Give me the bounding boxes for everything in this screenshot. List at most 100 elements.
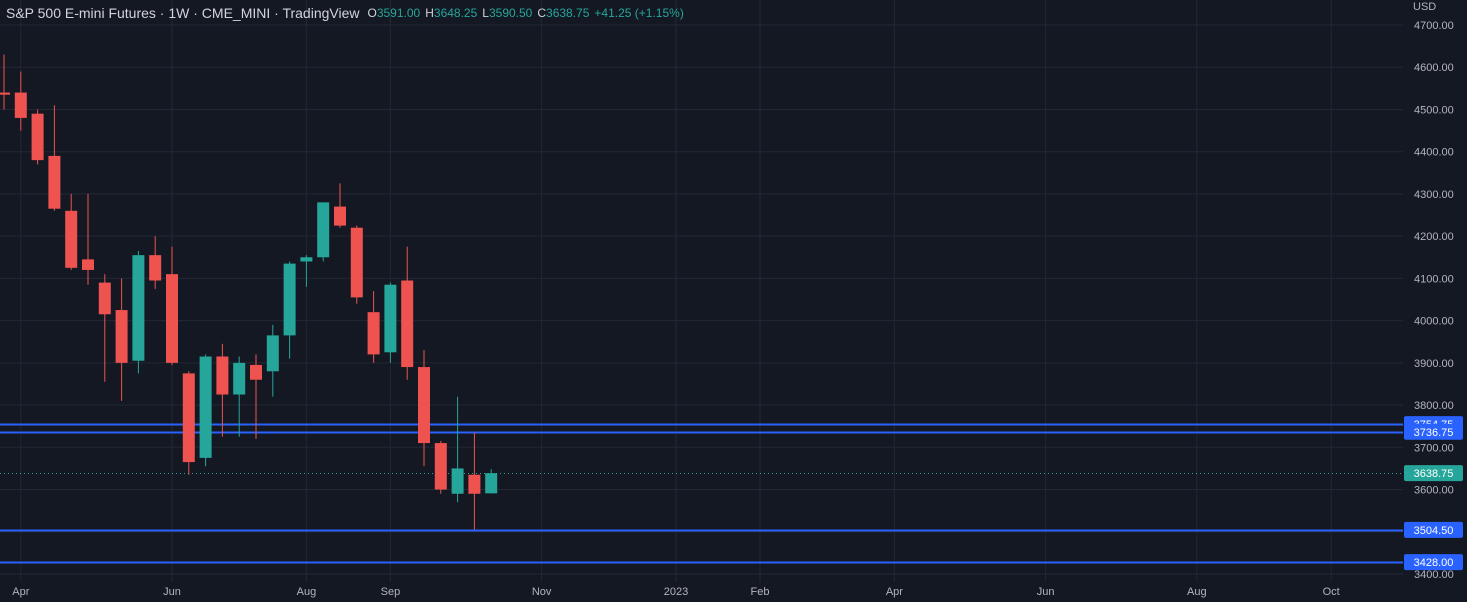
candle-body [334, 206, 346, 226]
candle-body [31, 113, 44, 161]
time-tick-label: Nov [532, 586, 552, 598]
candle[interactable] [266, 324, 279, 397]
candle[interactable] [166, 246, 178, 365]
candle-body [82, 259, 94, 270]
price-tick-label: 4700.00 [1414, 20, 1454, 32]
time-tick-label: Aug [297, 586, 317, 598]
price-tick-label: 3700.00 [1414, 442, 1454, 454]
candle[interactable] [384, 282, 397, 363]
candle-body [485, 473, 498, 494]
change-value: +41.25 (+1.15%) [594, 6, 684, 20]
candle-body [14, 92, 27, 118]
high-value: H3648.25 [425, 6, 478, 20]
currency-label: USD [1413, 1, 1437, 13]
candle[interactable] [334, 183, 346, 228]
price-tick-label: 3900.00 [1414, 358, 1454, 370]
candle-body [317, 202, 330, 258]
close-value: C3638.75 [537, 6, 590, 20]
low-value: L3590.50 [482, 6, 533, 20]
candle[interactable] [115, 278, 128, 401]
candle-body [468, 474, 481, 494]
price-tick-label: 4500.00 [1414, 104, 1454, 116]
hline-price-badge-text: 3504.50 [1414, 525, 1454, 537]
candle[interactable] [233, 356, 246, 437]
chart-legend: S&P 500 E-mini Futures · 1W · CME_MINI ·… [6, 4, 684, 22]
symbol-title[interactable]: S&P 500 E-mini Futures · 1W · CME_MINI ·… [6, 5, 360, 21]
candle[interactable] [132, 250, 145, 374]
hline-price-badge-box [1404, 423, 1463, 440]
price-tick-label: 4000.00 [1414, 316, 1454, 328]
candle[interactable] [0, 54, 10, 110]
hline-price-badge: 3504.50 [1404, 521, 1463, 538]
candle[interactable] [485, 469, 498, 494]
hline-price-badge-box [1404, 521, 1463, 538]
candle[interactable] [250, 354, 262, 439]
candle-body [0, 92, 10, 95]
candle[interactable] [149, 236, 162, 289]
candle-body [266, 335, 279, 372]
candle[interactable] [401, 246, 414, 380]
candle[interactable] [300, 255, 313, 287]
candle[interactable] [31, 109, 44, 165]
candle[interactable] [350, 225, 363, 304]
price-tick-label: 4300.00 [1414, 189, 1454, 201]
candle-body [98, 282, 111, 315]
price-tick-label: 3800.00 [1414, 400, 1454, 412]
candle-body [300, 257, 313, 262]
price-tick-label: 3400.00 [1414, 569, 1454, 581]
candle[interactable] [98, 274, 111, 382]
candle[interactable] [418, 350, 430, 467]
candle-body [166, 274, 178, 363]
price-tick-label: 4600.00 [1414, 62, 1454, 74]
candle-body [132, 255, 145, 361]
time-tick-label: Feb [751, 586, 770, 598]
time-tick-label: Aug [1187, 586, 1207, 598]
time-tick-label: Sep [381, 586, 401, 598]
candle-body [401, 280, 414, 368]
time-tick-label: Jun [163, 586, 181, 598]
candle-body [367, 312, 380, 355]
horizontal-lines[interactable] [0, 423, 1403, 564]
candle-body [350, 227, 363, 298]
candle[interactable] [367, 291, 380, 363]
hline-price-badge: 3736.75 [1404, 423, 1463, 440]
hline-price-badge-text: 3736.75 [1414, 427, 1454, 439]
candles[interactable] [0, 54, 498, 530]
candle[interactable] [283, 261, 296, 359]
candle-body [418, 367, 430, 444]
last-price-badge: 3638.75 [1404, 465, 1463, 482]
candle[interactable] [199, 354, 212, 467]
hline-price-badge-text: 3428.00 [1414, 557, 1454, 569]
candle-body [233, 362, 246, 395]
open-value: O3591.00 [367, 6, 421, 20]
time-axis[interactable]: Apr Jun Aug Sep Nov 2023 Feb Apr Jun Aug Oct [12, 586, 1340, 598]
candle-body [65, 210, 78, 268]
price-tick-label: 3600.00 [1414, 485, 1454, 497]
hline-price-badge: 3428.00 [1404, 554, 1463, 571]
candle[interactable] [14, 71, 27, 131]
candle-body [48, 155, 61, 209]
time-tick-label: Apr [12, 586, 29, 598]
time-tick-label: Apr [886, 586, 903, 598]
candle[interactable] [317, 202, 330, 262]
candle[interactable] [182, 371, 195, 475]
candle-body [451, 468, 464, 494]
candle-body [199, 356, 212, 458]
candle[interactable] [451, 396, 464, 503]
candle[interactable] [82, 193, 94, 285]
price-tick-label: 4400.00 [1414, 147, 1454, 159]
time-tick-label: Jun [1037, 586, 1055, 598]
candle[interactable] [48, 105, 61, 211]
candle-body [250, 364, 262, 380]
candle[interactable] [65, 193, 78, 270]
price-tick-label: 4200.00 [1414, 231, 1454, 243]
candle-body [384, 284, 397, 353]
candle[interactable] [434, 440, 447, 494]
candle-body [115, 310, 128, 363]
candle-body [216, 356, 229, 395]
candle[interactable] [216, 343, 229, 437]
candle[interactable] [468, 432, 481, 530]
